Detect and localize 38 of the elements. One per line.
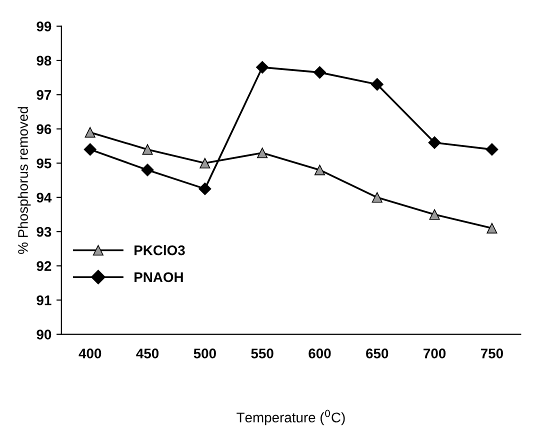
y-axis-title: % Phosphorus removed (18, 107, 31, 254)
point (370, 78, 384, 91)
x-tick-label: 450 (136, 348, 159, 358)
x-tick-label: 750 (480, 348, 503, 358)
x-tick-label: 500 (194, 348, 216, 358)
y-tick-label: 97 (36, 90, 52, 100)
y-tick-label: 99 (36, 22, 52, 32)
legend-label: PNAOH (134, 272, 183, 282)
point (486, 222, 498, 234)
point (200, 158, 210, 168)
point (429, 209, 440, 220)
point (428, 136, 441, 149)
point (256, 60, 269, 74)
x-axis-title: Temperature ($^{0}$C) (236, 410, 345, 426)
point (84, 143, 96, 156)
x-tick-label: 400 (78, 348, 102, 358)
point (84, 127, 96, 138)
x-tick-label: 550 (251, 348, 274, 358)
y-tick-label: 91 (36, 295, 52, 306)
point (257, 148, 268, 158)
y-tick-label: 90 (36, 330, 52, 340)
y-tick-label: 93 (36, 226, 52, 237)
point (314, 164, 326, 176)
x-tick-label: 700 (424, 348, 446, 358)
legend-label: PKClO3 (134, 245, 185, 256)
y-tick-label: 92 (36, 261, 52, 272)
point (198, 182, 212, 196)
point (486, 143, 498, 156)
x-tick-label: 650 (366, 348, 388, 358)
y-tick-label: 95 (36, 158, 52, 168)
y-tick-label: 96 (36, 124, 52, 134)
y-tick-label: 98 (36, 56, 52, 66)
point (372, 192, 382, 203)
y-tick-label: 94 (36, 192, 52, 203)
point (141, 164, 154, 176)
x-tick-label: 600 (308, 348, 331, 358)
point (313, 66, 326, 79)
point (142, 144, 153, 155)
